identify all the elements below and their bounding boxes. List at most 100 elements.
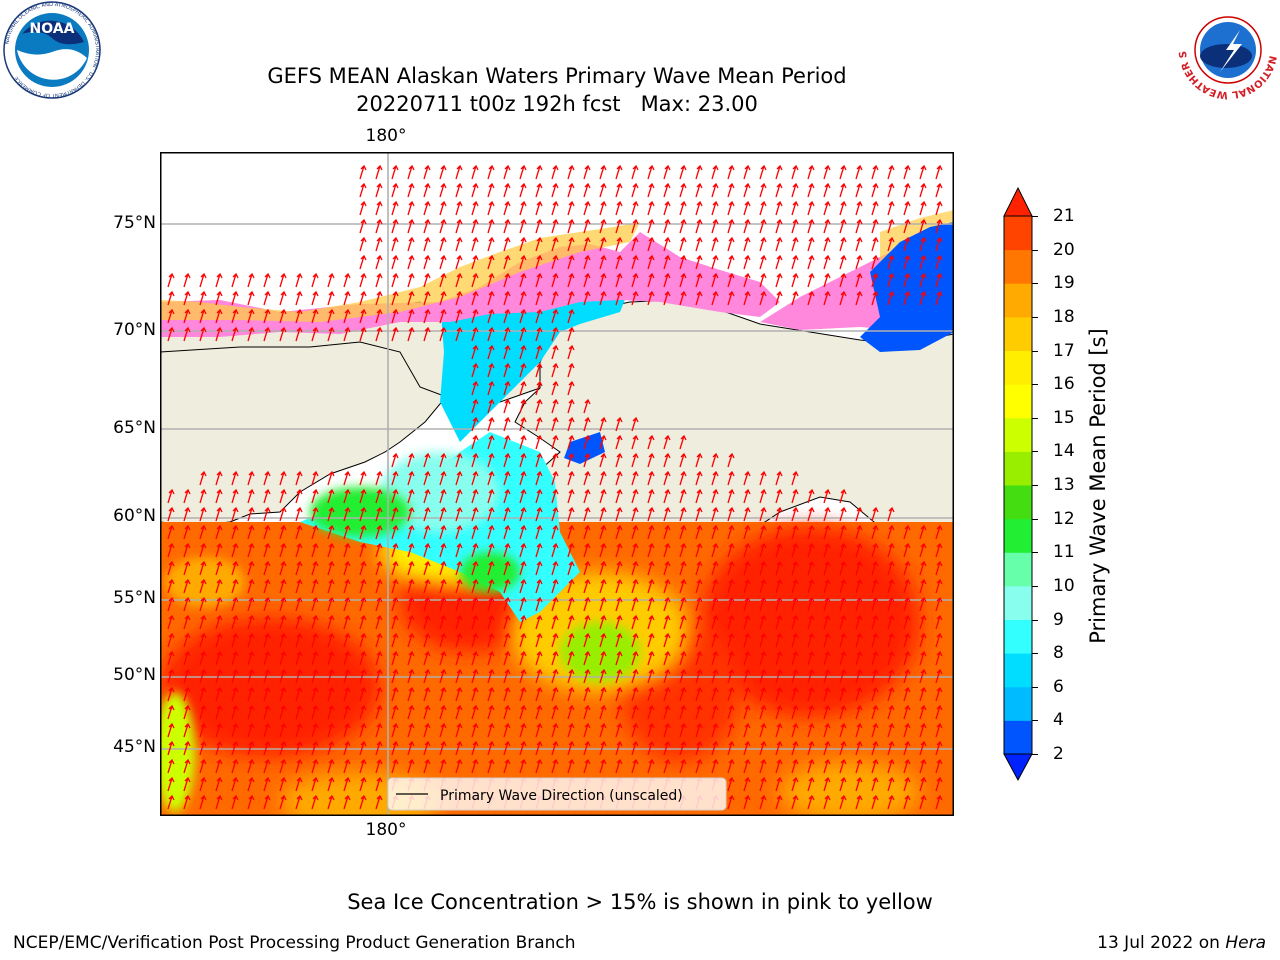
colorbar-band bbox=[1004, 485, 1032, 520]
wave-arrow bbox=[759, 506, 767, 522]
wave-arrow bbox=[599, 686, 607, 702]
wave-arrow bbox=[583, 416, 591, 432]
wave-arrow bbox=[615, 668, 623, 684]
wave-arrow bbox=[423, 182, 431, 198]
colorbar-tick-mark bbox=[1032, 216, 1038, 217]
wave-arrow bbox=[167, 326, 175, 342]
wave-arrow bbox=[855, 668, 863, 684]
wave-arrow bbox=[551, 326, 559, 342]
wave-arrow bbox=[551, 560, 559, 576]
wave-arrow bbox=[615, 488, 623, 504]
wave-arrow bbox=[279, 470, 287, 486]
wave-arrow bbox=[247, 542, 255, 558]
colorbar-tick-mark bbox=[1032, 619, 1038, 621]
wave-arrow bbox=[359, 632, 367, 648]
wave-arrow bbox=[647, 596, 655, 612]
wave-arrow bbox=[327, 776, 335, 792]
wave-arrow bbox=[455, 272, 463, 288]
wave-arrow bbox=[663, 218, 671, 234]
wave-arrow bbox=[679, 758, 687, 774]
wave-arrow bbox=[471, 506, 479, 522]
chart-title: GEFS MEAN Alaskan Waters Primary Wave Me… bbox=[267, 64, 847, 88]
wave-arrow bbox=[295, 704, 303, 720]
wave-arrow bbox=[935, 236, 943, 252]
wave-arrow bbox=[519, 380, 527, 396]
wave-arrow bbox=[215, 794, 223, 810]
wave-arrow bbox=[247, 704, 255, 720]
wave-arrow bbox=[407, 506, 415, 522]
wave-arrow bbox=[743, 200, 751, 216]
colorbar-tick-label: 20 bbox=[1053, 239, 1075, 260]
wave-arrow bbox=[471, 560, 479, 576]
wave-arrow bbox=[311, 794, 319, 810]
wave-arrow bbox=[919, 272, 927, 288]
wave-arrow bbox=[375, 506, 383, 522]
wave-arrow bbox=[935, 182, 943, 198]
wave-arrow bbox=[647, 704, 655, 720]
wave-arrow bbox=[759, 758, 767, 774]
wave-arrow bbox=[727, 254, 735, 270]
wave-arrow bbox=[791, 704, 799, 720]
wave-arrow bbox=[599, 542, 607, 558]
wave-arrow bbox=[295, 614, 303, 630]
wave-arrow bbox=[215, 308, 223, 324]
wave-arrow bbox=[295, 488, 303, 504]
wave-arrow bbox=[375, 614, 383, 630]
wave-arrow bbox=[311, 578, 319, 594]
wave-arrow bbox=[679, 596, 687, 612]
wave-arrow bbox=[503, 236, 511, 252]
wave-arrow bbox=[823, 794, 831, 810]
wave-arrow bbox=[631, 524, 639, 540]
wave-arrow bbox=[375, 236, 383, 252]
wave-arrow bbox=[519, 668, 527, 684]
wave-arrow bbox=[295, 596, 303, 612]
wave-arrow bbox=[519, 416, 527, 432]
wave-arrow bbox=[567, 470, 575, 486]
colorbar-tick-label: 6 bbox=[1053, 676, 1064, 697]
wave-arrow bbox=[375, 254, 383, 270]
wave-arrow bbox=[567, 758, 575, 774]
wave-arrow bbox=[759, 776, 767, 792]
wave-arrow bbox=[471, 344, 479, 360]
wave-arrow bbox=[823, 182, 831, 198]
wave-arrow bbox=[423, 650, 431, 666]
wave-arrow bbox=[855, 614, 863, 630]
wave-arrow bbox=[391, 578, 399, 594]
colorbar-tick-mark bbox=[1032, 283, 1038, 285]
wave-arrow bbox=[231, 308, 239, 324]
wave-arrow bbox=[583, 254, 591, 270]
wave-arrow bbox=[535, 218, 543, 234]
wave-arrow bbox=[407, 668, 415, 684]
wave-arrow bbox=[903, 542, 911, 558]
wave-arrow bbox=[631, 704, 639, 720]
wave-arrow bbox=[471, 236, 479, 252]
wave-arrow bbox=[327, 524, 335, 540]
wave-arrow bbox=[423, 164, 431, 180]
wave-arrow bbox=[695, 668, 703, 684]
colorbar-tick-mark bbox=[1032, 417, 1038, 419]
wave-arrow bbox=[359, 614, 367, 630]
wave-arrow bbox=[599, 704, 607, 720]
wave-arrow bbox=[231, 326, 239, 342]
wave-arrow bbox=[599, 470, 607, 486]
wave-arrow bbox=[359, 776, 367, 792]
wave-arrow bbox=[887, 560, 895, 576]
wave-arrow bbox=[247, 578, 255, 594]
wave-arrow bbox=[375, 704, 383, 720]
wave-arrow bbox=[183, 578, 191, 594]
wave-arrow bbox=[551, 722, 559, 738]
wave-arrow bbox=[695, 506, 703, 522]
wave-arrow bbox=[711, 560, 719, 576]
wave-arrow bbox=[471, 596, 479, 612]
latitude-label-55n: 55°N bbox=[113, 588, 156, 608]
wave-arrow bbox=[295, 290, 303, 306]
wave-arrow bbox=[439, 650, 447, 666]
wave-arrow bbox=[615, 416, 623, 432]
wave-arrow bbox=[167, 506, 175, 522]
wave-arrow bbox=[487, 326, 495, 342]
wave-arrow bbox=[535, 524, 543, 540]
wave-arrow bbox=[567, 560, 575, 576]
wave-arrow bbox=[631, 218, 639, 234]
wave-arrow bbox=[775, 182, 783, 198]
wave-arrow bbox=[551, 272, 559, 288]
